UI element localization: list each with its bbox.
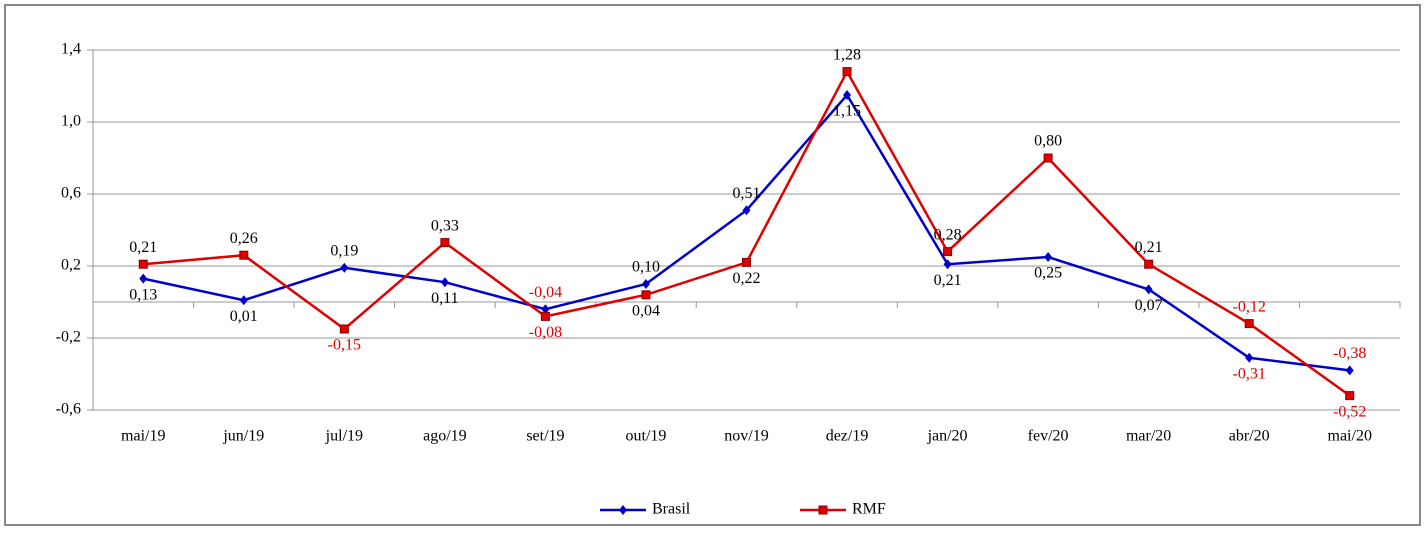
marker: [1244, 319, 1254, 329]
data-label: 0,33: [431, 217, 459, 234]
data-label: 1,28: [833, 46, 861, 63]
marker: [1245, 352, 1254, 363]
marker: [619, 505, 627, 515]
data-label: 0,04: [632, 302, 660, 319]
data-label: 0,22: [733, 270, 761, 287]
x-tick-label: ago/19: [423, 428, 467, 445]
y-tick-label: -0,2: [56, 329, 81, 346]
y-tick-label: 0,2: [61, 257, 81, 274]
marker: [842, 67, 852, 77]
legend-label: Brasil: [652, 501, 691, 518]
marker: [440, 238, 450, 248]
data-label: 0,28: [934, 226, 962, 243]
marker: [1043, 153, 1053, 163]
marker: [239, 250, 249, 260]
data-label: 0,80: [1034, 133, 1062, 150]
x-tick-label: abr/20: [1229, 428, 1270, 445]
x-tick-label: dez/19: [826, 428, 869, 445]
x-tick-label: mai/20: [1328, 428, 1372, 445]
marker: [1345, 365, 1354, 376]
data-label: 0,10: [632, 259, 660, 276]
data-label: 0,13: [129, 286, 157, 303]
x-tick-label: nov/19: [724, 428, 768, 445]
marker: [138, 259, 148, 269]
data-label: 0,51: [733, 185, 761, 202]
marker: [540, 311, 550, 321]
data-label: -0,12: [1233, 298, 1266, 315]
chart-frame: [4, 4, 1421, 526]
marker: [139, 273, 148, 284]
x-tick-label: set/19: [526, 428, 564, 445]
data-label: 0,07: [1135, 297, 1163, 314]
marker: [818, 505, 828, 515]
marker: [641, 279, 650, 289]
marker: [742, 257, 751, 267]
marker: [440, 277, 449, 288]
marker: [943, 259, 952, 270]
data-label: -0,04: [529, 284, 562, 301]
data-label: 0,19: [330, 242, 358, 259]
data-label: 0,21: [934, 272, 962, 289]
data-label: 0,11: [431, 290, 458, 307]
data-label: 0,01: [230, 308, 258, 325]
marker: [1144, 284, 1153, 295]
legend-label: RMF: [852, 501, 886, 518]
data-label: 0,26: [230, 230, 258, 247]
marker: [340, 262, 349, 273]
data-label: 0,21: [129, 239, 157, 256]
y-tick-label: -0,6: [56, 401, 81, 418]
marker: [541, 304, 550, 315]
marker: [742, 205, 751, 216]
marker: [1345, 391, 1355, 401]
data-label: 0,21: [1135, 239, 1163, 256]
y-tick-label: 1,0: [61, 113, 81, 130]
data-label: -0,31: [1233, 365, 1266, 382]
y-tick-label: 0,6: [61, 185, 81, 202]
data-label: -0,52: [1333, 403, 1366, 420]
marker: [641, 290, 651, 300]
marker: [339, 324, 349, 334]
x-tick-label: mar/20: [1126, 428, 1171, 445]
data-label: 0,25: [1034, 265, 1062, 282]
y-tick-label: 1,4: [61, 41, 81, 58]
x-tick-label: jul/19: [325, 428, 363, 445]
data-label: -0,38: [1333, 345, 1366, 362]
x-tick-label: jan/20: [927, 428, 968, 445]
marker: [843, 90, 852, 100]
x-tick-label: fev/20: [1028, 428, 1069, 445]
marker: [1044, 252, 1053, 262]
marker: [1144, 259, 1154, 269]
data-label: -0,08: [529, 324, 562, 341]
x-tick-label: mai/19: [121, 428, 165, 445]
marker: [943, 247, 953, 257]
x-tick-label: jun/19: [222, 428, 264, 445]
data-label: 1,15: [833, 103, 861, 120]
marker: [239, 295, 248, 306]
x-tick-label: out/19: [626, 428, 667, 445]
data-label: -0,15: [328, 337, 361, 354]
